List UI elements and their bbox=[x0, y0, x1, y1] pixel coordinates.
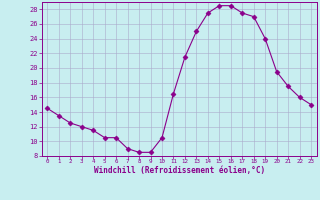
X-axis label: Windchill (Refroidissement éolien,°C): Windchill (Refroidissement éolien,°C) bbox=[94, 166, 265, 175]
